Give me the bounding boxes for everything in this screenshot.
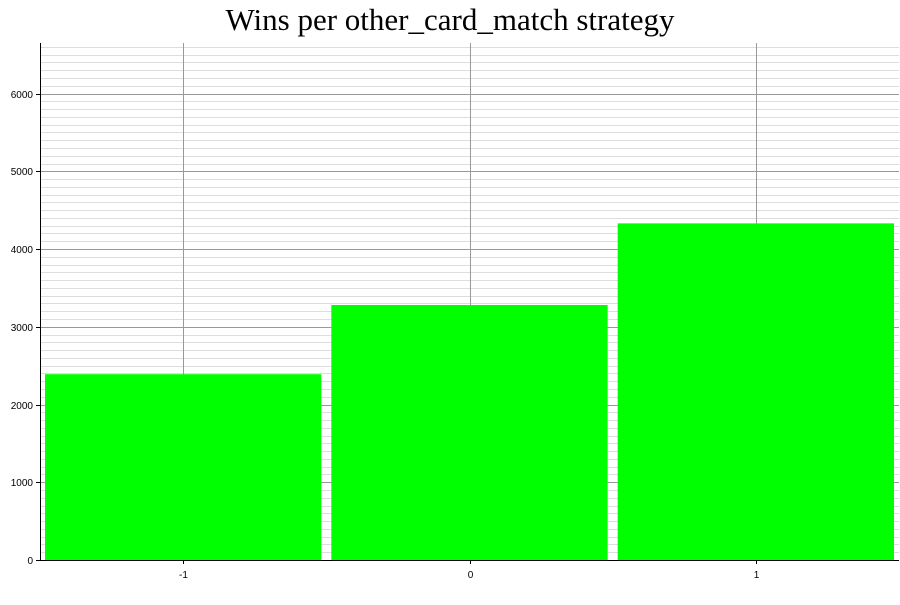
y-tick-label: 0	[27, 556, 33, 567]
y-tick-label: 3000	[11, 323, 34, 334]
x-tick-label: 1	[754, 570, 760, 581]
y-tick-label: 5000	[11, 167, 34, 178]
chart-title: Wins per other_card_match strategy	[225, 2, 675, 37]
x-tick-label: 0	[468, 570, 474, 581]
x-tick-label: -1	[179, 570, 188, 581]
y-tick-label: 2000	[11, 401, 34, 412]
y-tick-label: 6000	[11, 90, 34, 101]
y-tick-label: 4000	[11, 245, 34, 256]
bar	[331, 304, 608, 560]
y-tick-label: 1000	[11, 478, 34, 489]
bar	[617, 223, 894, 560]
bar	[45, 374, 322, 560]
